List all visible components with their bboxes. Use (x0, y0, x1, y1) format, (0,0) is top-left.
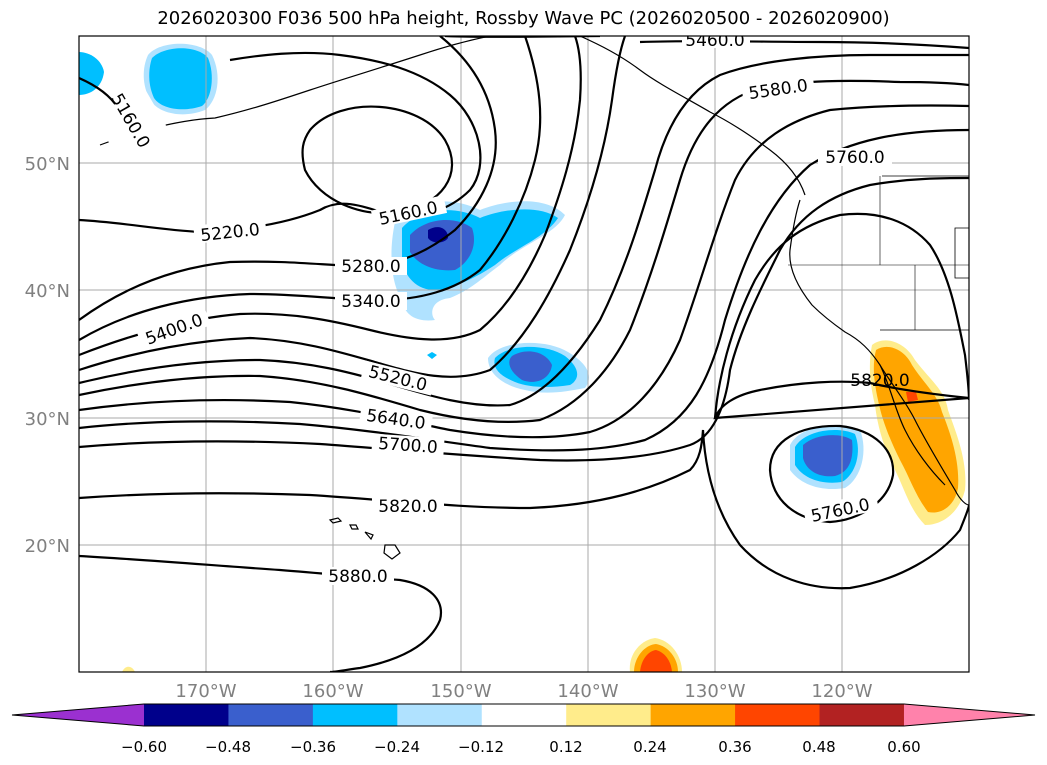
colorbar-outline (11, 703, 1036, 727)
colorbar-tick-labels: −0.60 −0.48 −0.36 −0.24 −0.12 0.12 0.24 … (121, 738, 921, 756)
colorbar-segment (397, 704, 483, 726)
contour-5640 (79, 104, 969, 439)
colorbar (11, 703, 1036, 727)
lon-label: 170°W (175, 681, 236, 702)
contour-5520 (79, 53, 969, 407)
colorbar-segment (819, 704, 905, 726)
contour-label: 5580.0 (747, 76, 809, 104)
contour-label: 5220.0 (200, 220, 261, 246)
lon-label: 150°W (430, 681, 491, 702)
pc-shading (79, 43, 966, 672)
contour-label: 5760.0 (809, 495, 871, 527)
contour-label: 5880.0 (328, 567, 387, 587)
colorbar-segment (228, 704, 314, 726)
colorbar-tick: 0.36 (718, 738, 751, 756)
colorbar-tick: −0.12 (458, 738, 504, 756)
contour-label: 5760.0 (825, 148, 884, 168)
contour-label: 5820.0 (378, 497, 437, 517)
lon-label: 140°W (557, 681, 618, 702)
lat-label: 30°N (25, 409, 70, 430)
lon-label: 120°W (811, 681, 872, 702)
colorbar-tick: 0.12 (549, 738, 582, 756)
colorbar-segment (312, 704, 398, 726)
colorbar-tick: −0.60 (121, 738, 167, 756)
baja-peninsula (879, 364, 946, 486)
colorbar-segment (481, 704, 567, 726)
lat-labels: 50°N 40°N 30°N 20°N (25, 154, 70, 557)
colorbar-segment (566, 704, 652, 726)
colorbar-extend-min (12, 704, 144, 726)
contour-label: 5460.0 (685, 31, 744, 51)
lat-label: 20°N (25, 536, 70, 557)
colorbar-tick: 0.48 (802, 738, 835, 756)
colorbar-segment (144, 704, 229, 726)
contour-5400 (79, 36, 582, 357)
contour-label: 5820.0 (850, 371, 909, 391)
contour-5340 (79, 36, 542, 341)
lat-label: 40°N (25, 281, 70, 302)
colorbar-tick: −0.24 (374, 738, 420, 756)
hawaii-islands (328, 517, 401, 560)
lon-labels: 170°W 160°W 150°W 140°W 130°W 120°W (175, 681, 872, 702)
contour-5760 (79, 176, 969, 462)
contour-5760-closed-low (768, 424, 895, 524)
map-frame (78, 35, 970, 673)
lat-label: 50°N (25, 154, 70, 175)
lon-label: 160°W (302, 681, 363, 702)
contour-5820 (79, 429, 969, 590)
contour-label: 5520.0 (366, 362, 429, 396)
lon-label: 130°W (684, 681, 745, 702)
coastlines (99, 36, 969, 560)
colorbar-tick: −0.36 (290, 738, 336, 756)
map-title: 2026020300 F036 500 hPa height, Rossby W… (157, 8, 890, 29)
contour-label: 5700.0 (378, 434, 439, 458)
contour-label: 5280.0 (341, 257, 400, 277)
contour-5760-inner (713, 212, 969, 420)
alaska-coast (99, 36, 491, 146)
north-america-coast (789, 199, 969, 506)
colorbar-tick: 0.24 (633, 738, 666, 756)
colorbar-segment (650, 704, 736, 726)
colorbar-extend-max (903, 704, 1035, 726)
contour-label: 5340.0 (341, 292, 400, 312)
contour-5880 (79, 554, 443, 672)
colorbar-tick: 0.60 (887, 738, 920, 756)
colorbar-tick: −0.48 (205, 738, 251, 756)
negative-anomaly-nw-corner (79, 52, 104, 95)
contour-5160-closed (301, 105, 454, 215)
contour-5580 (79, 79, 969, 424)
contour-5700 (79, 128, 969, 452)
colorbar-segment (735, 704, 821, 726)
